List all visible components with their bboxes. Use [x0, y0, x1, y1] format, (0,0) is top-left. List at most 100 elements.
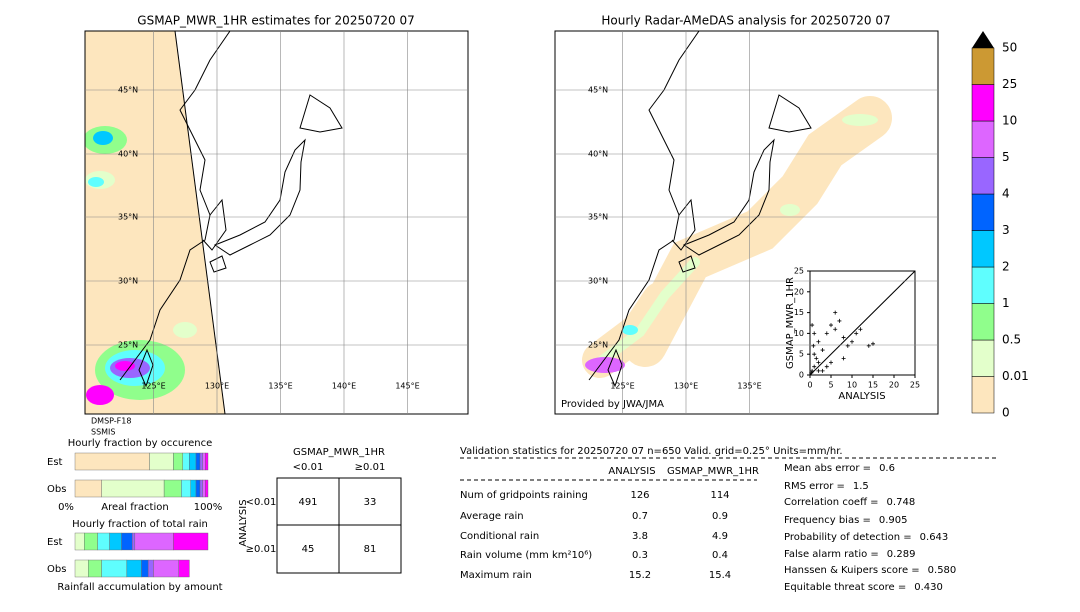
score-value: 0.643 [920, 532, 949, 543]
bar-title: Hourly fraction of total rain [72, 519, 208, 530]
cell: 491 [298, 497, 317, 508]
colorbar-label: 3 [1002, 223, 1010, 237]
fraction-segment [134, 532, 174, 551]
stat-value: 0.3 [632, 550, 648, 561]
map-title: GSMAP_MWR_1HR estimates for 20250720 07 [137, 14, 414, 28]
lat-label: 30°N [118, 277, 138, 286]
scatter-point [833, 327, 838, 332]
bar-title: Hourly fraction by occurence [68, 438, 212, 449]
stat-value: 3.8 [632, 531, 648, 542]
stat-value: 0.7 [632, 511, 648, 522]
col-label: ≥0.01 [355, 462, 386, 473]
fraction-segment [189, 452, 197, 471]
credit: Provided by JWA/JMA [561, 399, 664, 410]
colorbar-label: 1 [1002, 296, 1010, 310]
colorbar-label: 0.5 [1002, 333, 1021, 347]
score-label: Hanssen & Kuipers score = [784, 565, 920, 576]
y-tick-label: 5 [799, 350, 804, 359]
fraction-segment [190, 479, 197, 498]
colorbar-label: 0.01 [1002, 369, 1029, 383]
colorbar-label: 4 [1002, 187, 1010, 201]
scatter-point [816, 360, 821, 365]
score-label: Correlation coeff = [784, 497, 879, 508]
color-segment [971, 266, 995, 304]
row-label: ≥0.01 [246, 544, 277, 555]
row-label: <0.01 [246, 497, 277, 508]
fraction-segment [181, 479, 191, 498]
y-tick-label: 20 [794, 287, 804, 296]
fraction-segment [153, 559, 179, 578]
score-label: RMS error = [784, 481, 845, 492]
x-tick-label: 5 [828, 381, 833, 390]
fraction-segment [101, 479, 165, 498]
scatter-point [854, 331, 859, 336]
score-label: False alarm ratio = [784, 549, 879, 560]
lat-label: 40°N [588, 150, 608, 159]
scatter-point [866, 343, 871, 348]
scatter-point [845, 343, 850, 348]
x-tick-label: 10 [847, 381, 857, 390]
lat-label: 25°N [588, 341, 608, 350]
y-tick-label: 25 [794, 267, 804, 276]
lat-label: 30°N [588, 277, 608, 286]
fraction-segment [74, 452, 150, 471]
fraction-segment [163, 479, 182, 498]
scatter-point [812, 331, 817, 336]
stat-value: 15.4 [709, 570, 731, 581]
stat-label: Maximum rain [460, 570, 532, 581]
scatter-point [812, 364, 817, 369]
cell: 45 [302, 544, 315, 555]
cell: 33 [364, 497, 377, 508]
lat-label: 35°N [118, 213, 138, 222]
stats-header: Validation statistics for 20250720 07 n=… [460, 446, 843, 457]
y-tick-label: 10 [794, 329, 804, 338]
x-axis-label: ANALYSIS [838, 391, 885, 402]
scatter-point [858, 327, 863, 332]
scatter-point [841, 356, 846, 361]
bar-footer: Rainfall accumulation by amount [57, 582, 222, 593]
color-segment [971, 120, 995, 158]
colorbar-label: 50 [1002, 41, 1017, 55]
sensor: DMSP-F18 [91, 417, 131, 426]
column-header: ANALYSIS [608, 466, 655, 477]
scatter-point [810, 368, 815, 373]
row-label: Est [47, 537, 63, 548]
stat-label: Conditional rain [460, 531, 539, 542]
diagonal [809, 270, 916, 376]
fraction-segment [195, 479, 201, 498]
swath-edge [174, 30, 226, 415]
lon-label: 125°E [610, 382, 634, 391]
fraction-segment [149, 452, 174, 471]
scatter-point [816, 368, 821, 373]
stat-value: 126 [630, 490, 649, 501]
colorbar-extend [972, 31, 994, 48]
scatter-point [829, 323, 833, 328]
stat-value: 15.2 [629, 570, 651, 581]
lon-label: 135°E [268, 382, 292, 391]
scatter-point [820, 348, 825, 353]
color-segment [971, 84, 995, 122]
stat-label: Average rain [460, 511, 524, 522]
fraction-segment [131, 532, 136, 551]
axis-label: 100% [194, 502, 223, 513]
color-segment [971, 193, 995, 231]
axis-label: 0% [58, 502, 74, 513]
col-label: <0.01 [293, 462, 324, 473]
scatter-point [824, 331, 829, 336]
sensor: SSMIS [91, 428, 116, 437]
lon-label: 130°E [205, 382, 229, 391]
lat-label: 45°N [118, 86, 138, 95]
x-tick-label: 15 [868, 381, 878, 390]
lon-label: 125°E [141, 382, 165, 391]
stat-label: Num of gridpoints raining [460, 490, 588, 501]
fraction-segment [88, 559, 102, 578]
scatter-point [811, 343, 816, 348]
lat-label: 35°N [588, 213, 608, 222]
lat-label: 40°N [118, 150, 138, 159]
score-label: Frequency bias = [784, 515, 871, 526]
y-tick-label: 0 [799, 371, 804, 380]
scatter-point [837, 318, 842, 323]
lon-label: 135°E [737, 382, 761, 391]
cell: 81 [364, 544, 377, 555]
axis-label: Areal fraction [101, 502, 168, 513]
